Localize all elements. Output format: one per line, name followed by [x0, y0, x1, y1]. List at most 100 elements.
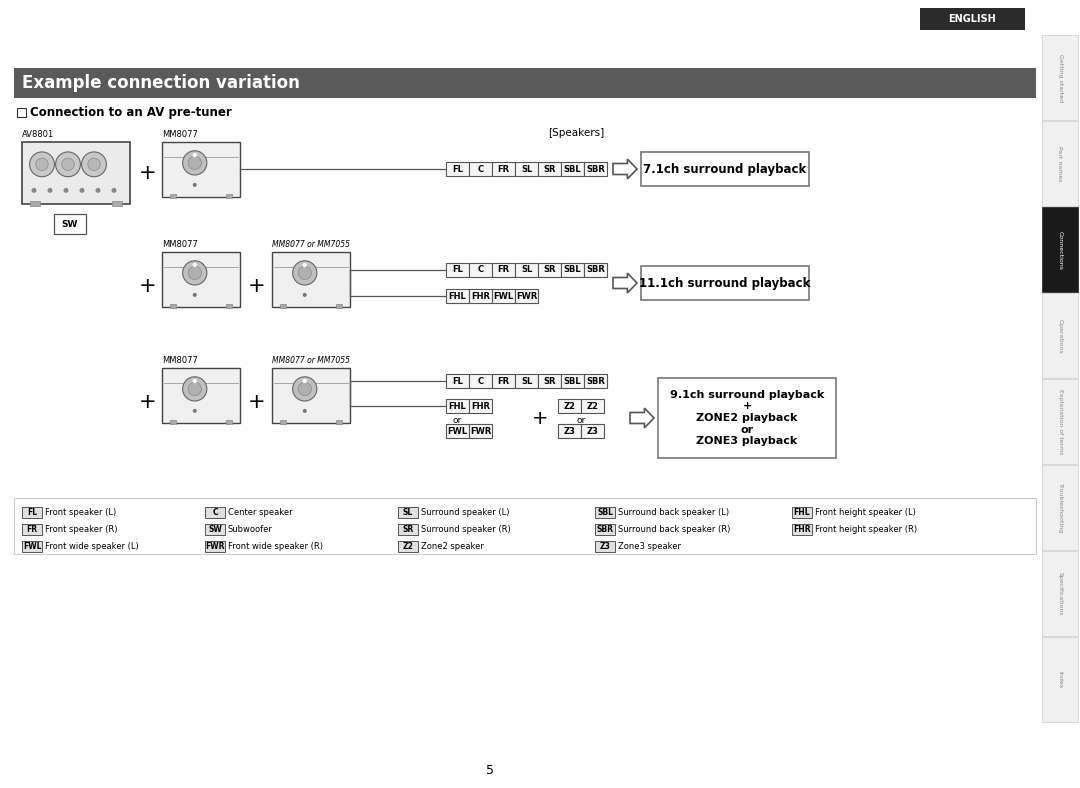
Text: or: or — [577, 415, 585, 425]
Text: C: C — [212, 508, 218, 517]
Circle shape — [87, 158, 100, 170]
Circle shape — [31, 188, 37, 193]
Text: Getting started: Getting started — [1057, 54, 1063, 102]
Text: FWR: FWR — [516, 292, 537, 300]
Bar — [469, 374, 492, 388]
Bar — [22, 541, 42, 552]
Bar — [226, 194, 232, 198]
Text: SBL: SBL — [564, 165, 581, 173]
Text: Front height speaker (R): Front height speaker (R) — [815, 525, 917, 534]
Bar — [469, 263, 492, 277]
Text: FL: FL — [453, 165, 463, 173]
Text: Part names: Part names — [1057, 147, 1063, 182]
Bar — [1042, 465, 1078, 550]
Circle shape — [36, 158, 49, 170]
Bar — [1042, 207, 1078, 292]
Bar — [226, 304, 232, 308]
Text: SL: SL — [521, 266, 532, 274]
Circle shape — [298, 266, 311, 280]
Circle shape — [55, 152, 80, 177]
Text: Center speaker: Center speaker — [228, 508, 293, 517]
Text: Front speaker (L): Front speaker (L) — [45, 508, 117, 517]
Text: MM8077: MM8077 — [162, 130, 198, 139]
Polygon shape — [630, 408, 654, 428]
Text: 7.1ch surround playback: 7.1ch surround playback — [644, 162, 807, 176]
Bar — [205, 507, 225, 518]
Text: FWL: FWL — [23, 542, 41, 551]
Text: SBL: SBL — [564, 377, 581, 385]
Bar — [595, 541, 615, 552]
Text: +: + — [139, 392, 157, 412]
Circle shape — [95, 188, 100, 193]
Bar — [399, 541, 418, 552]
Bar — [272, 252, 350, 307]
Text: SBR: SBR — [596, 525, 613, 534]
Text: FR: FR — [498, 165, 510, 173]
Text: C: C — [477, 165, 484, 173]
Text: FHL: FHL — [794, 508, 810, 517]
Bar — [446, 399, 469, 413]
Circle shape — [192, 409, 197, 413]
Bar — [538, 374, 561, 388]
Circle shape — [188, 156, 201, 169]
Circle shape — [302, 409, 307, 413]
Circle shape — [302, 293, 307, 297]
Bar — [658, 378, 836, 458]
Circle shape — [192, 293, 197, 297]
Circle shape — [80, 188, 84, 193]
Bar — [469, 162, 492, 176]
Bar — [1042, 121, 1078, 206]
Bar — [642, 152, 809, 186]
Text: SR: SR — [543, 165, 556, 173]
Circle shape — [183, 151, 207, 175]
Circle shape — [192, 153, 197, 158]
Bar — [336, 420, 342, 424]
Text: SR: SR — [543, 377, 556, 385]
Text: FWL: FWL — [494, 292, 514, 300]
Text: Surround speaker (R): Surround speaker (R) — [421, 525, 511, 534]
Circle shape — [293, 377, 316, 401]
Circle shape — [64, 188, 68, 193]
Text: Surround back speaker (R): Surround back speaker (R) — [618, 525, 730, 534]
Circle shape — [111, 188, 117, 193]
Bar — [205, 524, 225, 535]
Text: SW: SW — [208, 525, 221, 534]
Text: 9.1ch surround playback
+
ZONE2 playback
or
ZONE3 playback: 9.1ch surround playback + ZONE2 playback… — [670, 390, 824, 446]
Bar — [561, 162, 584, 176]
Text: FWR: FWR — [205, 542, 225, 551]
Bar — [920, 8, 1025, 30]
Text: SBR: SBR — [586, 266, 605, 274]
Text: Zone2 speaker: Zone2 speaker — [421, 542, 484, 551]
Text: FHL: FHL — [448, 402, 467, 411]
Text: Front wide speaker (L): Front wide speaker (L) — [45, 542, 138, 551]
Bar — [538, 162, 561, 176]
Bar — [1042, 379, 1078, 464]
Text: Z2: Z2 — [586, 402, 598, 411]
Text: SR: SR — [403, 525, 414, 534]
Bar — [469, 289, 492, 303]
Text: Connection to an AV pre-tuner: Connection to an AV pre-tuner — [30, 106, 232, 118]
Text: +: + — [139, 276, 157, 296]
Text: FR: FR — [26, 525, 38, 534]
Circle shape — [192, 379, 197, 383]
Text: or: or — [453, 415, 461, 425]
Bar — [22, 524, 42, 535]
Text: 11.1ch surround playback: 11.1ch surround playback — [639, 277, 811, 289]
Text: FHR: FHR — [471, 292, 490, 300]
Bar — [162, 252, 240, 307]
Text: +: + — [248, 276, 266, 296]
Text: Operations: Operations — [1057, 318, 1063, 353]
Bar — [399, 524, 418, 535]
Circle shape — [192, 263, 197, 267]
Text: Z2: Z2 — [403, 542, 414, 551]
Bar — [1042, 293, 1078, 378]
Text: AV8801: AV8801 — [22, 130, 54, 139]
Text: FL: FL — [27, 508, 37, 517]
Text: FHR: FHR — [793, 525, 811, 534]
Text: FHR: FHR — [471, 402, 490, 411]
Text: SL: SL — [521, 165, 532, 173]
Text: C: C — [477, 266, 484, 274]
Text: Z3: Z3 — [564, 426, 576, 436]
Text: Front height speaker (L): Front height speaker (L) — [815, 508, 916, 517]
Text: FWL: FWL — [447, 426, 468, 436]
